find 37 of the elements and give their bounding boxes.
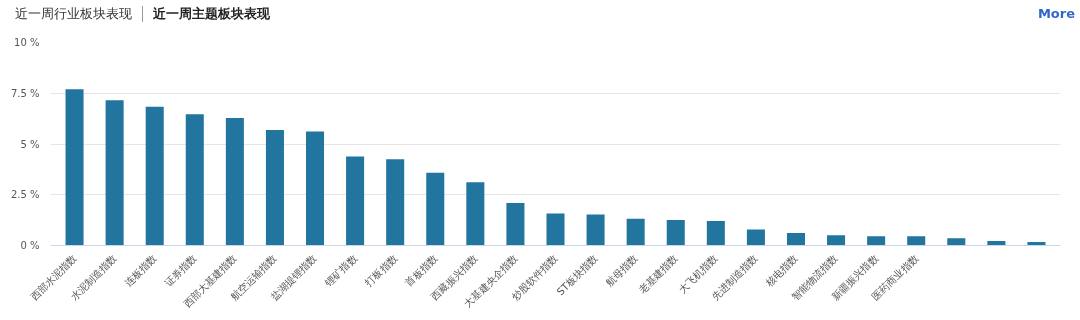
text: More [1037, 5, 1075, 23]
bar [466, 182, 485, 246]
bar [907, 236, 926, 246]
x-tick-label: 核电指数 [763, 252, 800, 290]
bar [225, 118, 244, 246]
bar [145, 106, 164, 246]
y-tick-label: 7.5 % [10, 87, 40, 99]
bar [65, 89, 84, 246]
bar [947, 238, 966, 246]
bar [786, 233, 805, 246]
chart-title: 近一周主题板块表现 [153, 5, 270, 23]
bar [185, 114, 204, 246]
bar [105, 100, 124, 246]
x-tick-label: 打板指数 [362, 252, 400, 290]
text: 近一周行业板块表现 [15, 5, 132, 23]
y-tick-label: 0 % [20, 240, 40, 251]
y-tick-label: 2.5 % [10, 189, 40, 201]
bar [426, 172, 445, 246]
bar [506, 203, 525, 246]
bar [867, 236, 886, 246]
bar [666, 219, 685, 246]
bar [746, 229, 765, 246]
bar [586, 214, 605, 246]
x-tick-label: 航母指数 [603, 252, 640, 289]
bar [306, 131, 325, 246]
bar [386, 159, 405, 246]
y-tick-label: 10 % [14, 37, 40, 48]
x-tick-label: 证券指数 [162, 252, 199, 289]
x-tick-label: 锂矿指数 [322, 252, 359, 290]
bar [546, 213, 565, 246]
bar [626, 218, 645, 246]
y-tick-label: 5 % [20, 138, 40, 150]
bar [346, 156, 365, 246]
bar [265, 129, 284, 246]
bar [706, 220, 725, 246]
x-tick-label: 连板指数 [122, 252, 159, 289]
bar [827, 235, 846, 246]
